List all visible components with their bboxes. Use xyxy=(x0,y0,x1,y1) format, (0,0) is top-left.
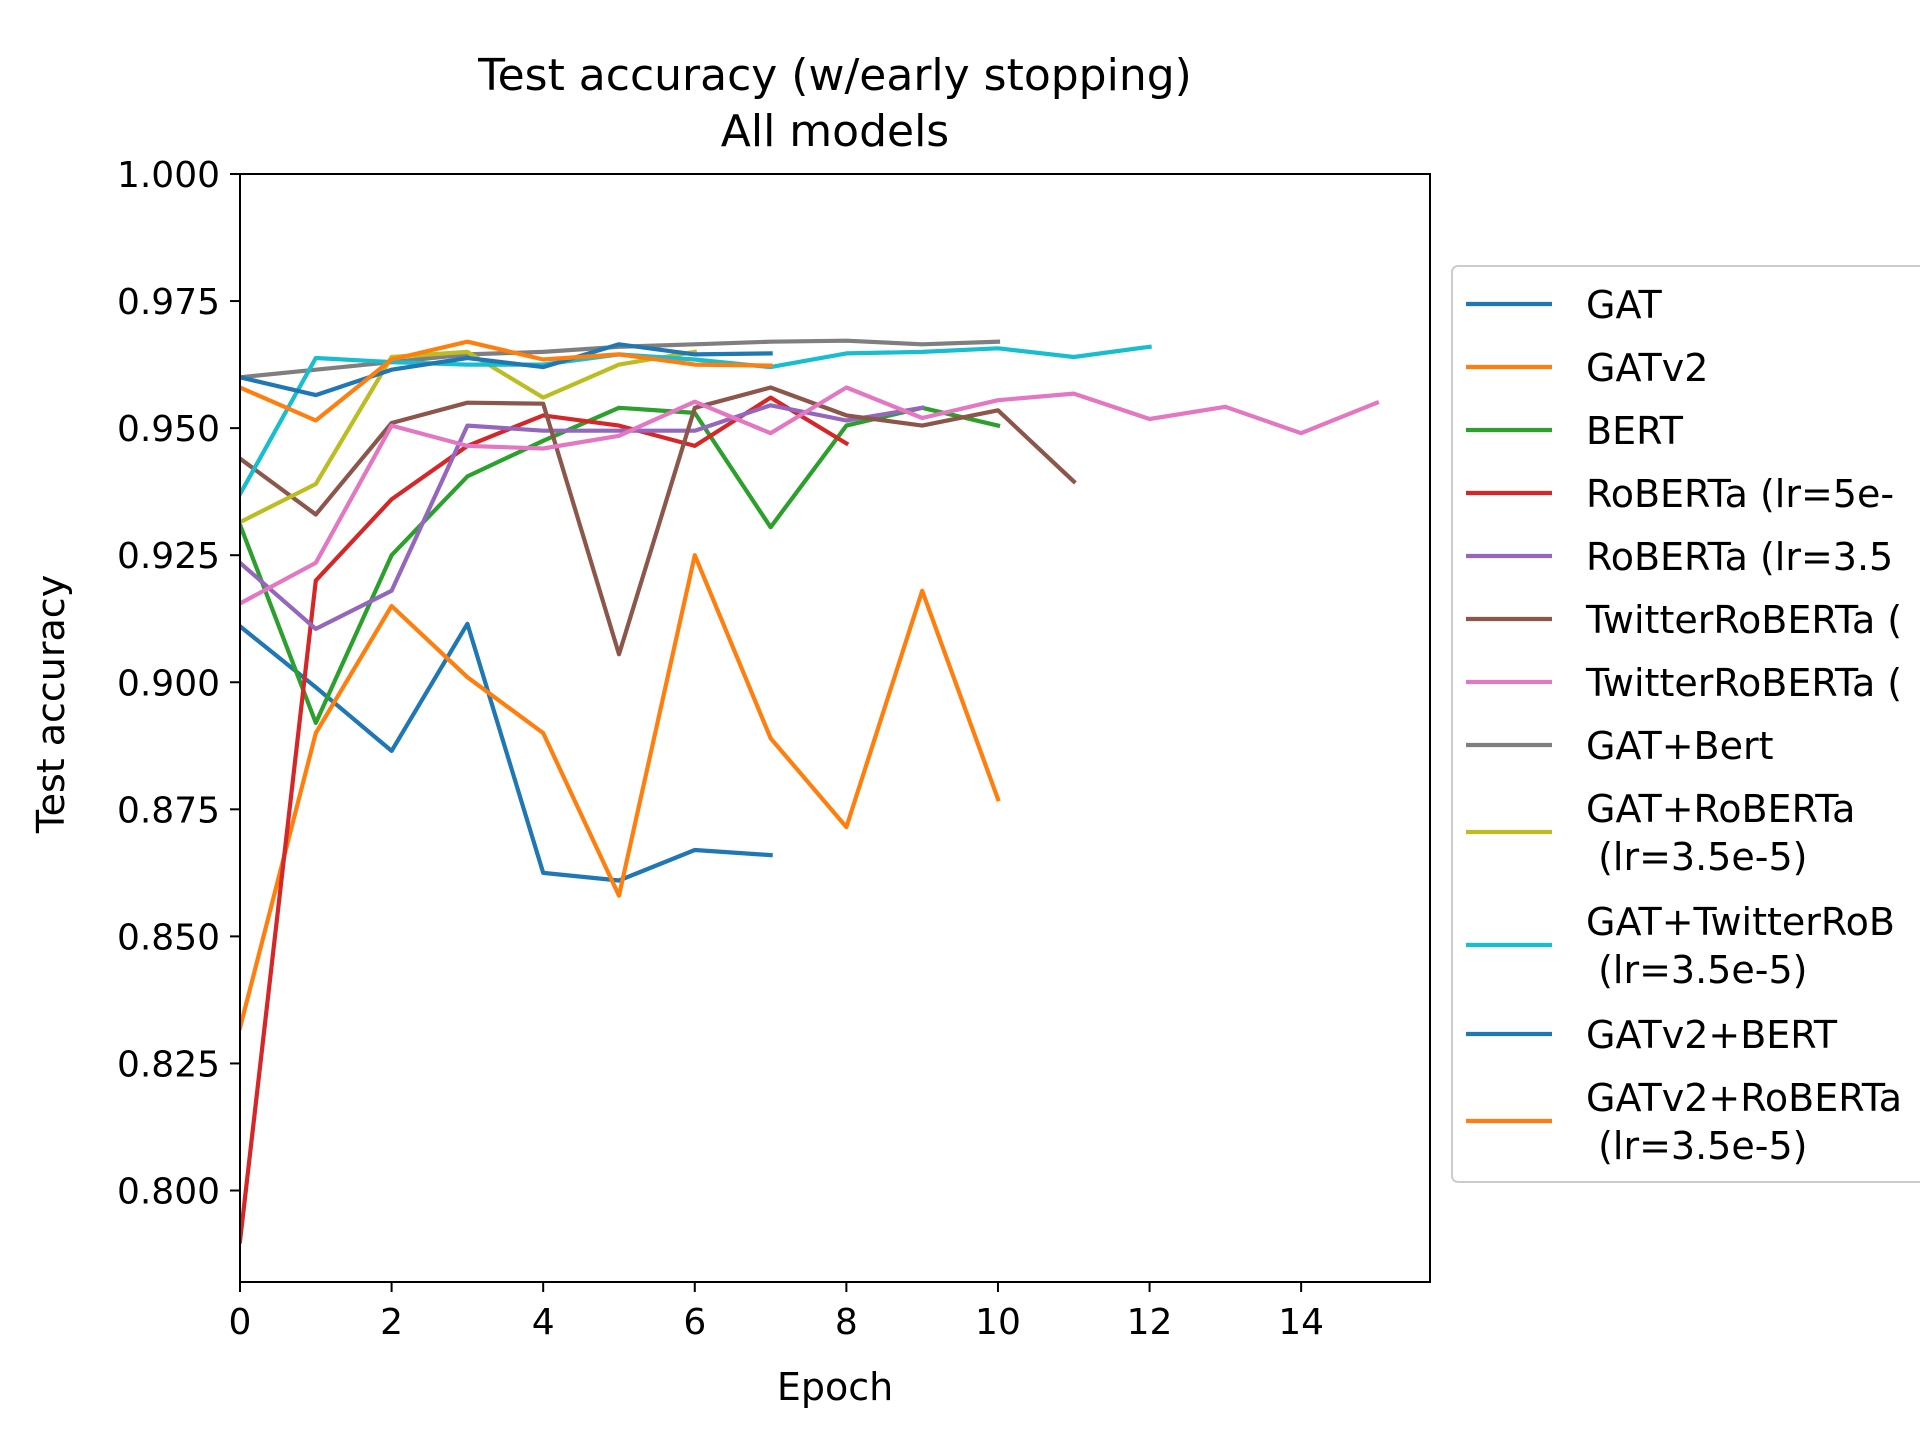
series-line-12 xyxy=(240,339,773,423)
y-tick-label: 0.950 xyxy=(117,409,220,450)
y-axis-label: Test accuracy xyxy=(29,575,73,834)
legend-label-12: (lr=3.5e-5) xyxy=(1586,1124,1807,1168)
series-line-6 xyxy=(240,385,1077,657)
legend-label-7: TwitterRoBERTa ( xyxy=(1585,661,1902,705)
plot-frame xyxy=(239,173,1431,1283)
x-tick-label: 14 xyxy=(1278,1302,1324,1343)
y-tick-label: 0.975 xyxy=(117,282,220,323)
series-line-5 xyxy=(240,403,925,632)
plot-area xyxy=(240,338,1380,1244)
legend-label-12: GATv2+RoBERTa xyxy=(1586,1076,1902,1120)
legend-label-3: BERT xyxy=(1586,409,1684,453)
legend-label-9: (lr=3.5e-5) xyxy=(1586,835,1807,879)
y-tick-label: 0.800 xyxy=(117,1172,220,1213)
x-axis-label: Epoch xyxy=(777,1365,893,1409)
x-tick-label: 6 xyxy=(683,1302,706,1343)
y-tick-label: 0.900 xyxy=(117,663,220,704)
legend-label-8: GAT+Bert xyxy=(1586,724,1774,768)
y-tick-label: 1.000 xyxy=(117,155,220,196)
series-line-2 xyxy=(240,553,1001,1031)
x-tick-label: 4 xyxy=(532,1302,555,1343)
legend-label-10: GAT+TwitterRoB xyxy=(1586,900,1895,944)
legend-label-10: (lr=3.5e-5) xyxy=(1586,948,1807,992)
y-tick-label: 0.925 xyxy=(117,536,220,577)
y-tick-label: 0.875 xyxy=(117,790,220,831)
x-tick-label: 12 xyxy=(1127,1302,1173,1343)
x-tick-label: 8 xyxy=(835,1302,858,1343)
legend-box xyxy=(1451,265,1920,1183)
series-line-7 xyxy=(240,385,1380,606)
axes: 0 2 4 6 8 10 12 14 0.800 0.825 0.850 0.875 0.900 0.92… xyxy=(117,155,1431,1343)
series-line-8 xyxy=(240,338,1001,380)
legend-label-9: GAT+RoBERTa xyxy=(1586,787,1855,831)
legend-label-11: GATv2+BERT xyxy=(1586,1013,1838,1057)
y-tick-label: 0.850 xyxy=(117,917,220,958)
chart-subtitle: All models xyxy=(721,106,949,157)
legend-label-2: GATv2 xyxy=(1586,346,1708,390)
legend: GAT GATv2 BERT RoBERTa (lr=5e- RoBERTa (lr=3… xyxy=(1451,265,1920,1183)
series-line-9 xyxy=(240,349,698,525)
x-tick-label: 0 xyxy=(229,1302,252,1343)
series-group xyxy=(240,338,1380,1244)
legend-label-6: TwitterRoBERTa ( xyxy=(1585,598,1902,642)
y-tick-label: 0.825 xyxy=(117,1044,220,1085)
x-tick-label: 2 xyxy=(380,1302,403,1343)
series-line-11 xyxy=(240,342,773,398)
chart-title: Test accuracy (w/early stopping) xyxy=(477,50,1192,101)
legend-label-1: GAT xyxy=(1586,283,1662,327)
legend-label-4: RoBERTa (lr=5e- xyxy=(1586,472,1894,516)
x-tick-label: 10 xyxy=(975,1302,1021,1343)
legend-label-5: RoBERTa (lr=3.5 xyxy=(1586,535,1893,579)
